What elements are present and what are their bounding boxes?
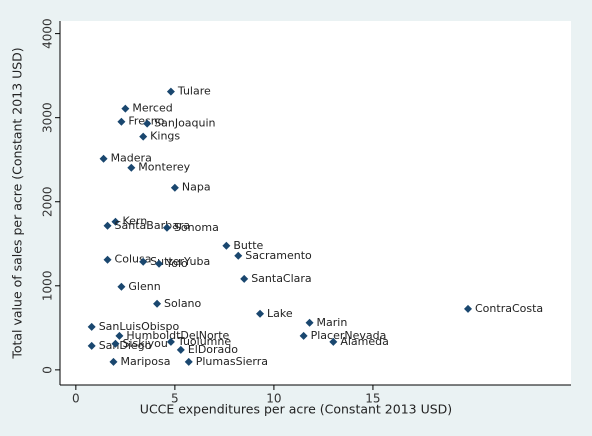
x-tick-label: 5 <box>171 392 179 406</box>
point-label: Merced <box>132 102 172 115</box>
point <box>121 104 130 113</box>
point-label: Mariposa <box>120 355 170 368</box>
point <box>111 339 120 348</box>
x-tick-label: 15 <box>365 392 380 406</box>
point-label: Glenn <box>128 280 160 293</box>
point-label: ContraCosta <box>475 302 543 315</box>
point <box>222 241 231 250</box>
point <box>240 274 249 283</box>
x-axis-title: UCCE expenditures per acre (Constant 201… <box>140 402 452 417</box>
point <box>117 282 126 291</box>
point <box>166 87 175 96</box>
point-label: SanLuisObispo <box>99 320 180 333</box>
point <box>117 117 126 126</box>
x-tick-label: 10 <box>266 392 281 406</box>
plot-area <box>60 21 571 385</box>
x-tick-label: 0 <box>72 392 80 406</box>
point <box>305 318 314 327</box>
point <box>464 304 473 313</box>
point-label: SantaClara <box>251 272 312 285</box>
point <box>139 132 148 141</box>
point-label: PlumasSierra <box>196 355 268 368</box>
point <box>109 357 118 366</box>
point <box>115 331 124 340</box>
point-label: Alameda <box>340 335 389 348</box>
point <box>153 299 162 308</box>
point <box>155 259 164 268</box>
point-label: SantaBarbara <box>115 219 191 232</box>
point-label: Butte <box>233 239 263 252</box>
point <box>234 251 243 260</box>
point-label: Lake <box>267 307 293 320</box>
point <box>170 183 179 192</box>
point-label: Marin <box>317 316 348 329</box>
point <box>162 223 171 232</box>
point <box>111 217 120 226</box>
point <box>176 345 185 354</box>
y-tick-label: 2000 <box>41 186 55 217</box>
y-tick-label: 1000 <box>41 271 55 302</box>
point <box>256 309 265 318</box>
point <box>166 337 175 346</box>
point-label: SanJoaquin <box>154 117 215 130</box>
point <box>329 337 338 346</box>
point-label: Kings <box>150 130 180 143</box>
point-label: SanDiego <box>99 339 152 352</box>
point <box>299 331 308 340</box>
y-axis-title: Total value of sales per acre (Constant … <box>10 47 25 359</box>
y-tick-label: 4000 <box>41 18 55 49</box>
point-label: Sonoma <box>174 221 219 234</box>
point <box>99 154 108 163</box>
point-label: Madera <box>111 152 152 165</box>
point-label: Siskiyou <box>122 337 167 350</box>
point-label: Sacramento <box>245 249 312 262</box>
point-label: Napa <box>182 181 211 194</box>
y-tick-label: 0 <box>41 366 55 374</box>
point <box>139 257 148 266</box>
point-label: SutterYuba <box>150 255 210 268</box>
y-tick-label: 3000 <box>41 102 55 133</box>
point-label: Yolo <box>165 257 188 270</box>
point <box>143 119 152 128</box>
point-label: Solano <box>164 297 201 310</box>
point-label: HumboldtDelNorte <box>126 329 229 342</box>
point-label: Monterey <box>138 161 190 174</box>
point-label: PlacerNevada <box>311 329 387 342</box>
point <box>103 221 112 230</box>
point <box>87 341 96 350</box>
point-label: Colusa <box>115 253 152 266</box>
point-label: ElDorado <box>188 343 238 356</box>
point-label: Tuolumne <box>177 335 231 348</box>
point <box>103 255 112 264</box>
point-label: Tulare <box>177 85 211 98</box>
point <box>87 322 96 331</box>
point <box>127 163 136 172</box>
point-label: Kern <box>122 215 147 228</box>
point <box>184 357 193 366</box>
